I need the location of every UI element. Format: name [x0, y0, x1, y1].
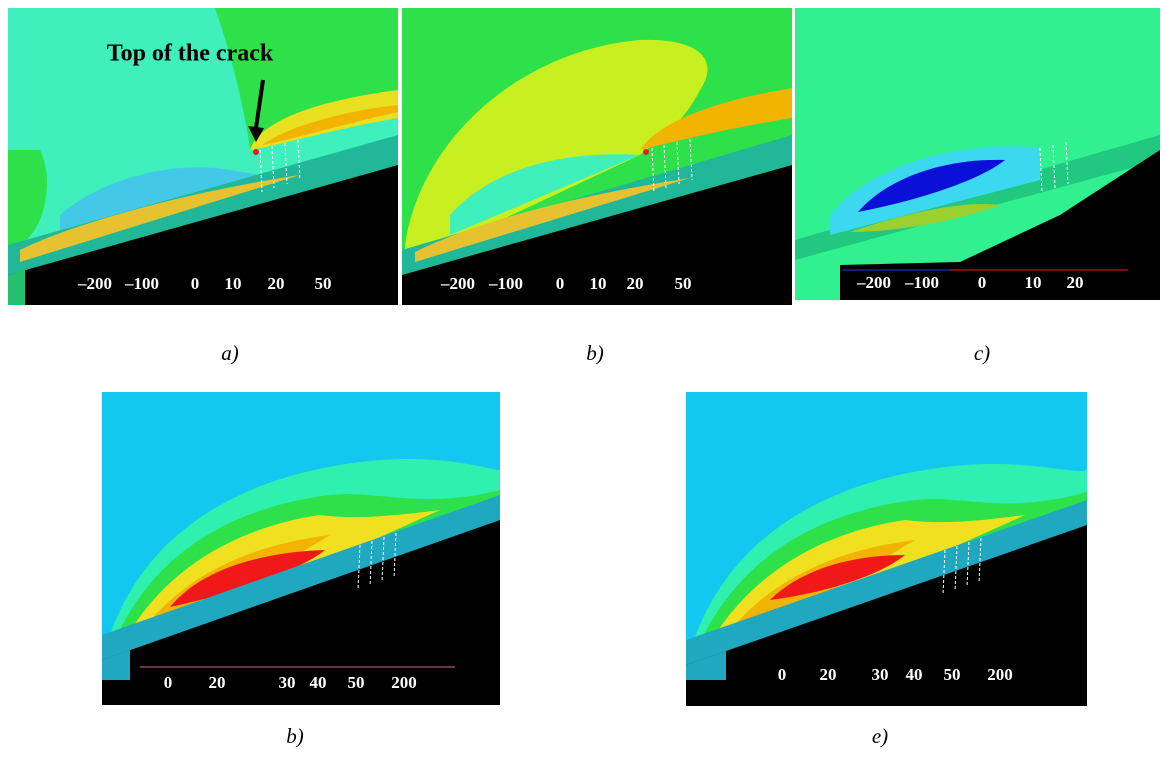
colorbar-label: 0 [164, 673, 173, 692]
colorbar-label: 30 [279, 673, 296, 692]
caption: e) [872, 724, 888, 748]
panel-d: 0 20 30 40 50 200 b) [102, 392, 500, 748]
caption: a) [221, 341, 239, 365]
caption: b) [286, 724, 304, 748]
colorbar-label: 50 [675, 274, 692, 293]
colorbar-label: 200 [391, 673, 417, 692]
colorbar-label: 0 [778, 665, 787, 684]
panel-b: –200 –100 0 10 20 50 b) [402, 8, 792, 365]
colorbar-label: 200 [987, 665, 1013, 684]
colorbar-label: 20 [268, 274, 285, 293]
colorbar-label: 30 [872, 665, 889, 684]
colorbar-label: 20 [820, 665, 837, 684]
colorbar-label: 20 [209, 673, 226, 692]
colorbar-label: –200 [440, 274, 475, 293]
colorbar-label: 10 [590, 274, 607, 293]
colorbar-label: 10 [1025, 273, 1042, 292]
panel-e: 0 20 30 40 50 200 e) [686, 392, 1087, 748]
colorbar-label: 0 [556, 274, 565, 293]
colorbar-label: –200 [856, 273, 891, 292]
colorbar-label: 10 [225, 274, 242, 293]
caption: c) [974, 341, 990, 365]
colorbar-label: 0 [191, 274, 200, 293]
colorbar-label: 20 [627, 274, 644, 293]
annotation: Top of the crack [107, 41, 274, 67]
colorbar-label: –100 [124, 274, 159, 293]
colorbar-label: –200 [77, 274, 112, 293]
colorbar-label: 40 [906, 665, 923, 684]
colorbar-label: 50 [315, 274, 332, 293]
colorbar-label: 50 [348, 673, 365, 692]
panel-c: –200 –100 0 10 20 c) [795, 8, 1160, 365]
caption: b) [586, 341, 604, 365]
colorbar-label: 0 [978, 273, 987, 292]
panel-a: Top of the crack –200 –100 0 10 20 50 a) [8, 8, 398, 365]
colorbar-label: 40 [310, 673, 327, 692]
colorbar-label: –100 [488, 274, 523, 293]
colorbar-label: –100 [904, 273, 939, 292]
colorbar-label: 50 [944, 665, 961, 684]
colorbar-label: 20 [1067, 273, 1084, 292]
